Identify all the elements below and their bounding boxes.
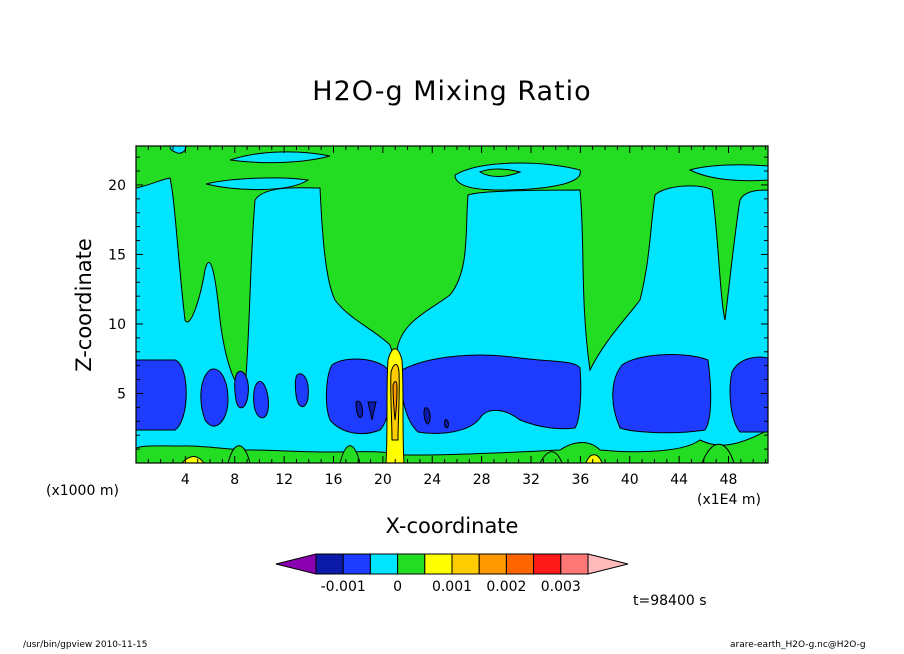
y-tick-label: 15 [108,247,126,263]
region-blue-left [136,359,187,431]
x-unit-left-label: (x1000 m) [46,483,119,499]
plot-frame [135,145,769,464]
region-green-island [478,168,522,177]
time-label: t=98400 s [633,593,707,609]
colorbar-cell [478,553,507,575]
region-darkorange-plume [392,381,398,421]
y-tick-label: 20 [108,178,126,194]
x-tick-label: 28 [473,472,491,488]
y-tick-label: 10 [108,317,126,333]
footer-left-text: /usr/bin/gpview 2010-11-15 [23,640,148,650]
y-tick-label: 5 [117,386,126,402]
region-blue-center-left [325,358,391,435]
x-tick-label: 48 [720,472,738,488]
colorbar-cell [369,553,399,575]
x-tick-label: 36 [571,472,589,488]
region-yellow-bottom-left [181,456,205,463]
region-blue-right [612,354,712,434]
colorbar-cell [505,553,535,575]
region-cyan-top-mid [229,151,331,164]
x-tick-label: 40 [621,472,639,488]
colorbar-label: 0.003 [541,579,581,595]
region-blue-small-1 [200,368,229,427]
region-cyan-right-top [688,164,768,182]
colorbar-cell [451,553,480,575]
region-darkblue-3 [423,407,431,425]
x-tick-label: 24 [423,472,441,488]
colorbar-under-triangle [275,553,317,575]
region-darkblue-2 [367,401,377,421]
region-blue-far-right [729,356,768,433]
region-blue-center-right [401,354,582,434]
x-tick-label: 32 [522,472,540,488]
x-tick-label: 20 [374,472,392,488]
colorbar-cell [533,553,562,575]
colorbar-cell [397,553,426,575]
region-cyan-top-left [205,177,310,191]
colorbar-label: 0.002 [486,579,526,595]
colorbar: -0.001 0 0.001 0.002 0.003 [275,553,629,595]
chart-title: H2O-g Mixing Ratio [312,76,592,107]
region-blue-small-3 [253,380,269,419]
x-tick-label: 12 [275,472,293,488]
x-tick-label: 4 [181,472,190,488]
plot-area [136,146,768,463]
region-blue-small-2 [234,370,249,409]
region-darkblue-4 [443,419,449,429]
x-axis-label: X-coordinate [385,514,519,538]
region-blue-small-4 [294,373,309,408]
colorbar-label: 0 [393,579,402,595]
colorbar-cell [342,553,371,575]
colorbar-cell [315,553,344,575]
colorbar-cell [560,553,589,575]
x-tick-label: 16 [325,472,343,488]
colorbar-label: 0.001 [432,579,472,595]
colorbar-cell [424,553,453,575]
x-tick-label: 8 [230,472,239,488]
region-darkblue-1 [355,400,363,418]
colorbar-over-triangle [587,553,629,575]
colorbar-label: -0.001 [321,579,366,595]
footer-right-text: arare-earth_H2O-g.nc@H2O-g [730,640,866,650]
x-tick-label: 44 [670,472,688,488]
x-unit-right-label: (x1E4 m) [697,492,761,508]
